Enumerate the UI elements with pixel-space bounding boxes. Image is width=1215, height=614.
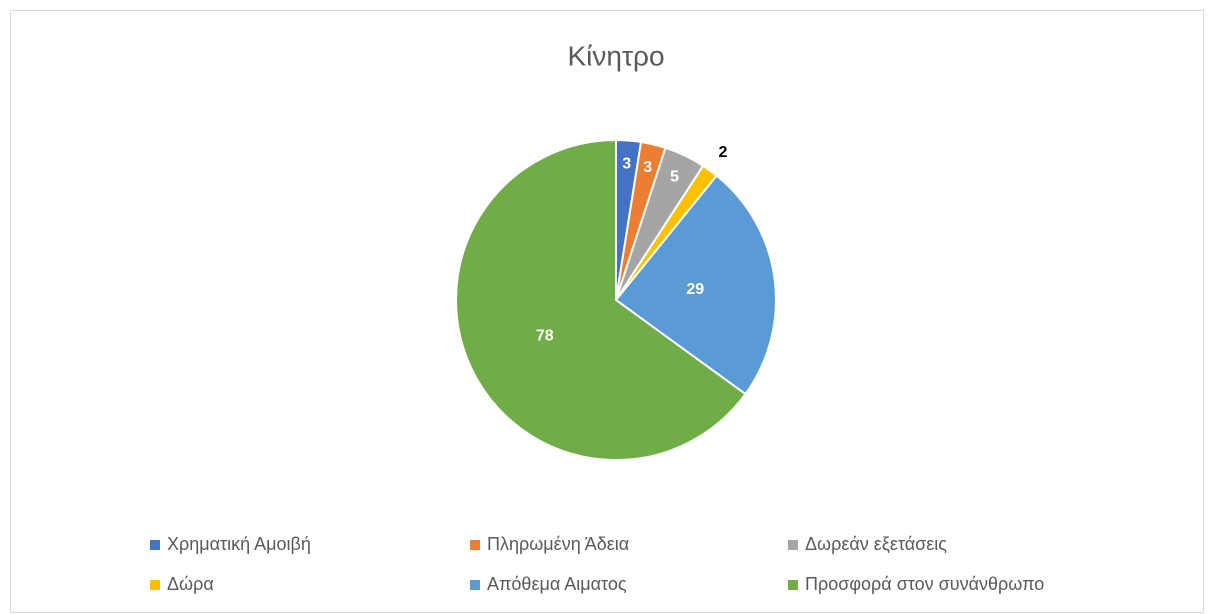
legend-marker <box>150 580 160 590</box>
legend-marker <box>470 580 480 590</box>
legend-label: Δωρεάν εξετάσεις <box>805 534 947 554</box>
pie-slice <box>455 138 747 461</box>
legend-label: Προσφορά στον συνάνθρωπο <box>805 574 1044 594</box>
legend-label: Πληρωμένη Άδεια <box>487 534 629 554</box>
data-label: 3 <box>622 156 631 173</box>
data-label: 2 <box>719 144 728 161</box>
legend-label: Απόθεμα Αιματος <box>487 574 627 594</box>
legend-marker <box>788 540 798 550</box>
pie-slice <box>614 174 777 396</box>
data-label: 3 <box>643 159 652 176</box>
legend-label: Χρηματική Αμοιβή <box>167 534 311 554</box>
data-label: 78 <box>536 328 554 345</box>
legend-label: Δώρα <box>167 574 214 594</box>
legend-marker <box>470 540 480 550</box>
data-label: 29 <box>686 281 704 298</box>
legend-marker <box>788 580 798 590</box>
chart-title: Κίνητρο <box>567 40 664 71</box>
data-label: 5 <box>670 168 679 185</box>
legend-marker <box>150 540 160 550</box>
